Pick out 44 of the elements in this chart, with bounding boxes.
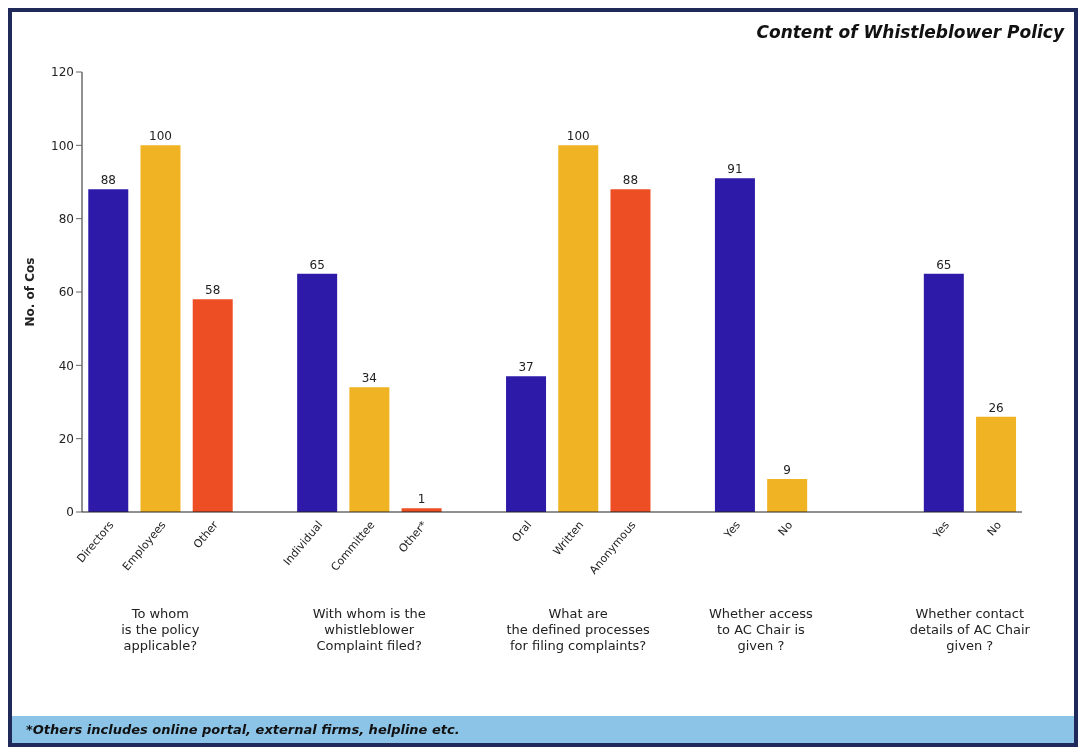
bar — [976, 416, 1017, 512]
data-label: 100 — [149, 129, 172, 144]
bar — [349, 387, 390, 512]
data-label: 26 — [988, 400, 1004, 415]
data-label: 100 — [566, 129, 590, 144]
data-label: 37 — [518, 360, 534, 375]
data-label: 91 — [727, 162, 743, 177]
y-tick-label: 0 — [66, 505, 74, 520]
text: Whether contact details of AC Chair given ? — [908, 606, 1031, 654]
bar — [506, 376, 547, 512]
text: What are the defined processes for filing complaints? — [505, 606, 651, 654]
data-label: 65 — [309, 257, 325, 272]
y-tick-label: 20 — [58, 431, 74, 446]
data-label: 88 — [100, 173, 116, 188]
bar — [923, 273, 964, 512]
x-tick-label: Yes — [929, 518, 953, 542]
bar — [297, 273, 338, 512]
bar — [610, 189, 651, 512]
y-tick-label: 60 — [58, 285, 74, 300]
data-label: 58 — [205, 283, 221, 298]
text: With whom is the whistleblower Complaint filed? — [311, 606, 427, 654]
y-tick-label: 80 — [58, 211, 74, 226]
bar — [767, 479, 808, 512]
y-tick-label: 40 — [58, 358, 74, 373]
bar — [140, 145, 181, 512]
y-axis-title: No. of Cos — [23, 257, 38, 327]
x-tick-label: No — [984, 518, 1005, 539]
y-tick-label: 120 — [51, 65, 74, 80]
data-label: 34 — [361, 371, 378, 386]
text: *Others includes online portal, external firms, helpline etc. — [26, 722, 461, 737]
data-label: 88 — [622, 173, 639, 188]
text: To whom is the policy applicable? — [120, 606, 201, 654]
y-tick-label: 100 — [51, 138, 74, 153]
chart-title: Content of Whistleblower Policy — [755, 21, 1066, 42]
data-label: 65 — [936, 257, 952, 272]
bar — [88, 189, 129, 512]
text: Whether access to AC Chair is given ? — [708, 606, 814, 654]
bar — [558, 145, 599, 512]
x-tick-label: Yes — [721, 518, 744, 542]
x-tick-label: No — [775, 518, 796, 539]
data-label: 9 — [783, 463, 791, 477]
data-label: 1 — [417, 492, 426, 507]
bar — [192, 299, 233, 512]
bar — [714, 178, 755, 512]
